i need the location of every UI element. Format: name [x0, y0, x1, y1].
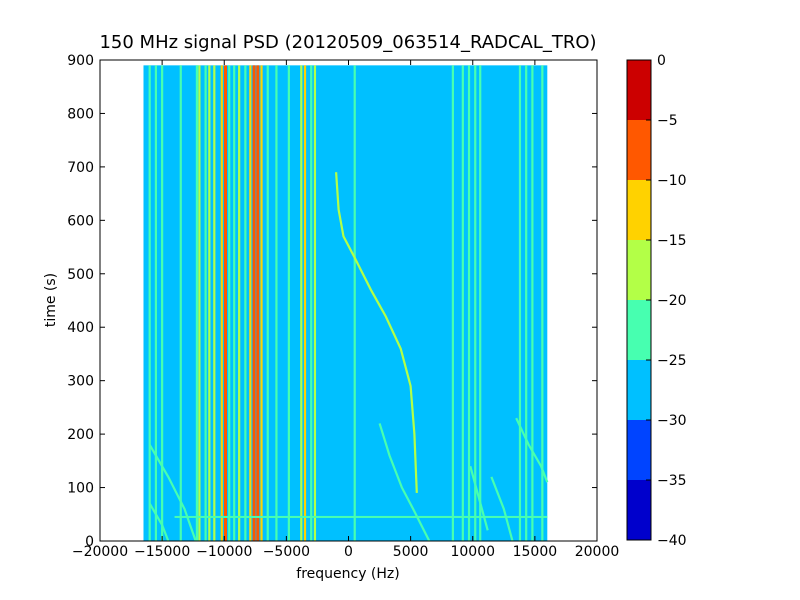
x-tick-label: 5000 [393, 544, 429, 560]
drift-track-3 [148, 503, 170, 541]
carrier-line-0 [148, 65, 151, 541]
carrier-line-5 [198, 65, 201, 541]
carrier-line-26 [353, 65, 356, 541]
carrier-line-4 [195, 65, 199, 541]
x-tick-label: 0 [344, 544, 353, 560]
colorbar-segment [627, 240, 651, 300]
colorbar-tick-label: −35 [657, 473, 687, 489]
carrier-line-16 [252, 65, 256, 541]
carrier-line-15 [249, 65, 252, 541]
x-tick-label: −10000 [196, 544, 252, 560]
carrier-line-3 [179, 65, 182, 541]
y-tick-label: 600 [67, 213, 94, 229]
carrier-line-7 [208, 65, 211, 541]
drift-track-4 [515, 417, 549, 483]
x-axis: −20000 −15000 −10000 −5000 0 5000 10000 15000 20… [72, 60, 619, 560]
colorbar-tick-label: −40 [657, 533, 687, 549]
carrier-line-24 [310, 65, 313, 541]
colorbar-tick-label: −15 [657, 233, 687, 249]
x-tick-label: −20000 [72, 544, 128, 560]
carrier-line-13 [238, 65, 241, 541]
carrier-line-34 [531, 65, 534, 541]
carrier-line-25 [313, 65, 317, 541]
x-tick-label: 20000 [575, 544, 620, 560]
x-tick-label: −15000 [134, 544, 190, 560]
carrier-line-33 [525, 65, 528, 541]
heatmap-background [143, 65, 548, 541]
carrier-line-19 [266, 65, 269, 541]
colorbar-segment [627, 300, 651, 360]
y-tick-label: 400 [67, 320, 94, 336]
carrier-line-29 [467, 65, 471, 541]
carrier-line-1 [154, 65, 158, 541]
x-tick-label: −5000 [263, 544, 310, 560]
carrier-line-27 [451, 65, 454, 541]
drift-track-5 [490, 476, 514, 541]
carrier-line-8 [213, 65, 216, 541]
y-axis: 0 100 200 300 400 500 600 700 800 900 [67, 53, 597, 550]
carrier-line-17 [256, 65, 260, 541]
y-tick-label: 300 [67, 374, 94, 390]
y-tick-label: 500 [67, 267, 94, 283]
colorbar-tick-label: −25 [657, 353, 687, 369]
carrier-line-18 [260, 65, 263, 541]
plot-area [99, 59, 598, 542]
carrier-line-9 [220, 65, 223, 541]
carrier-line-30 [474, 65, 477, 541]
carrier-line-14 [244, 65, 247, 541]
carrier-line-12 [233, 65, 236, 541]
heatmap-layer [143, 65, 549, 541]
drift-track-2 [148, 444, 197, 541]
y-tick-label: 100 [67, 481, 94, 497]
x-tick-label: 10000 [450, 544, 495, 560]
carrier-line-31 [479, 65, 482, 541]
y-tick-label: 800 [67, 106, 94, 122]
y-axis-label: time (s) [43, 273, 59, 327]
x-tick-label: 15000 [513, 544, 558, 560]
colorbar-segment [627, 420, 651, 480]
colorbar-segment [627, 180, 651, 240]
carrier-line-22 [300, 65, 303, 541]
y-tick-label: 200 [67, 427, 94, 443]
y-tick-label: 0 [85, 534, 94, 550]
carrier-line-6 [204, 65, 207, 541]
y-tick-label: 900 [67, 53, 94, 69]
colorbar-segment [627, 480, 651, 540]
colorbar-segment [627, 120, 651, 180]
carrier-line-32 [518, 65, 522, 541]
colorbar-tick-label: 0 [657, 53, 666, 69]
carrier-line-23 [303, 65, 307, 541]
carrier-line-2 [161, 65, 164, 541]
y-tick-label: 700 [67, 160, 94, 176]
drift-track-1 [378, 423, 431, 541]
colorbar-tick-label: −30 [657, 413, 687, 429]
colorbar-tick-label: −20 [657, 293, 687, 309]
drift-track-6 [469, 465, 489, 531]
x-axis-label: frequency (Hz) [296, 566, 399, 582]
carrier-line-28 [461, 65, 464, 541]
colorbar-segment [627, 360, 651, 420]
carrier-line-21 [287, 65, 290, 541]
colorbar-segment [627, 60, 651, 120]
chart-title: 150 MHz signal PSD (20120509_063514_RADC… [99, 32, 596, 53]
carrier-line-35 [541, 65, 544, 541]
carrier-line-11 [228, 65, 231, 541]
colorbar-ticks: −40 −35 −30 −25 −20 −15 −10 −5 0 [646, 53, 687, 549]
colorbar-tick-label: −10 [657, 173, 687, 189]
carrier-line-10 [223, 65, 227, 541]
colorbar [626, 59, 652, 541]
colorbar-tick-label: −5 [657, 113, 678, 129]
carrier-line-20 [275, 65, 278, 541]
interference-line-0 [174, 515, 548, 518]
drift-track-0 [335, 172, 418, 493]
